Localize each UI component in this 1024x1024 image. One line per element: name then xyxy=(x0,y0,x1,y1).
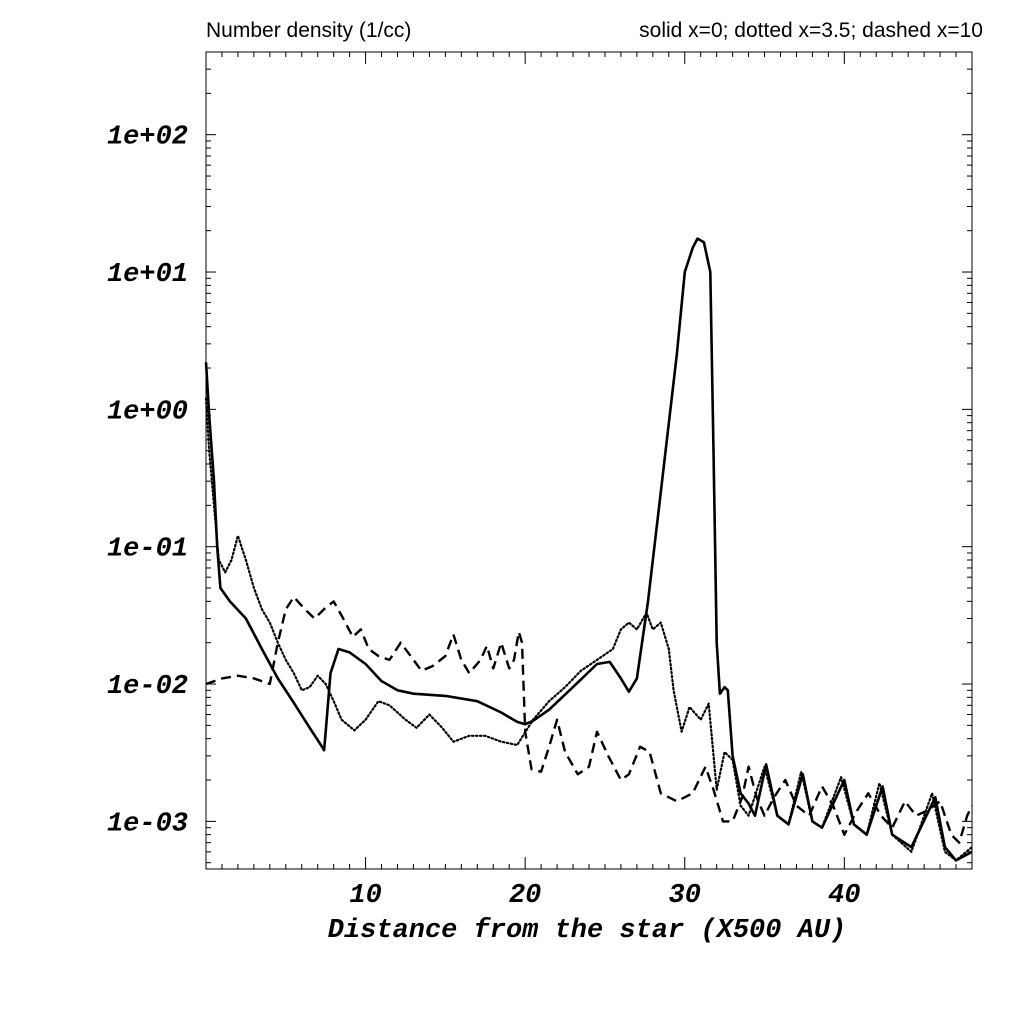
y-tick-label: 1e-01 xyxy=(107,535,188,565)
y-axis: 1e-03 1e-02 1e-01 1e+00 1e+01 1e+02 xyxy=(107,51,972,864)
series-line-dotted xyxy=(204,397,974,862)
y-tick-label: 1e+00 xyxy=(107,397,188,427)
x-axis: 10 20 30 40 xyxy=(221,52,957,911)
chart-title-right: solid x=0; dotted x=3.5; dashed x=10 xyxy=(639,19,983,42)
x-tick-label: 10 xyxy=(349,881,381,911)
x-tick-label: 30 xyxy=(669,881,701,911)
chart-title-left: Number density (1/cc) xyxy=(206,19,411,42)
series-group xyxy=(204,237,974,862)
x-tick-label: 40 xyxy=(828,881,860,911)
y-tick-label: 1e-02 xyxy=(107,672,188,702)
y-tick-label: 1e+01 xyxy=(107,260,188,290)
x-tick-label: 20 xyxy=(509,881,541,911)
x-axis-label: Distance from the star (X500 AU) xyxy=(328,916,846,946)
series-line-dashed xyxy=(205,595,974,844)
y-tick-label: 1e+02 xyxy=(107,123,188,153)
y-tick-label: 1e-03 xyxy=(107,809,188,839)
